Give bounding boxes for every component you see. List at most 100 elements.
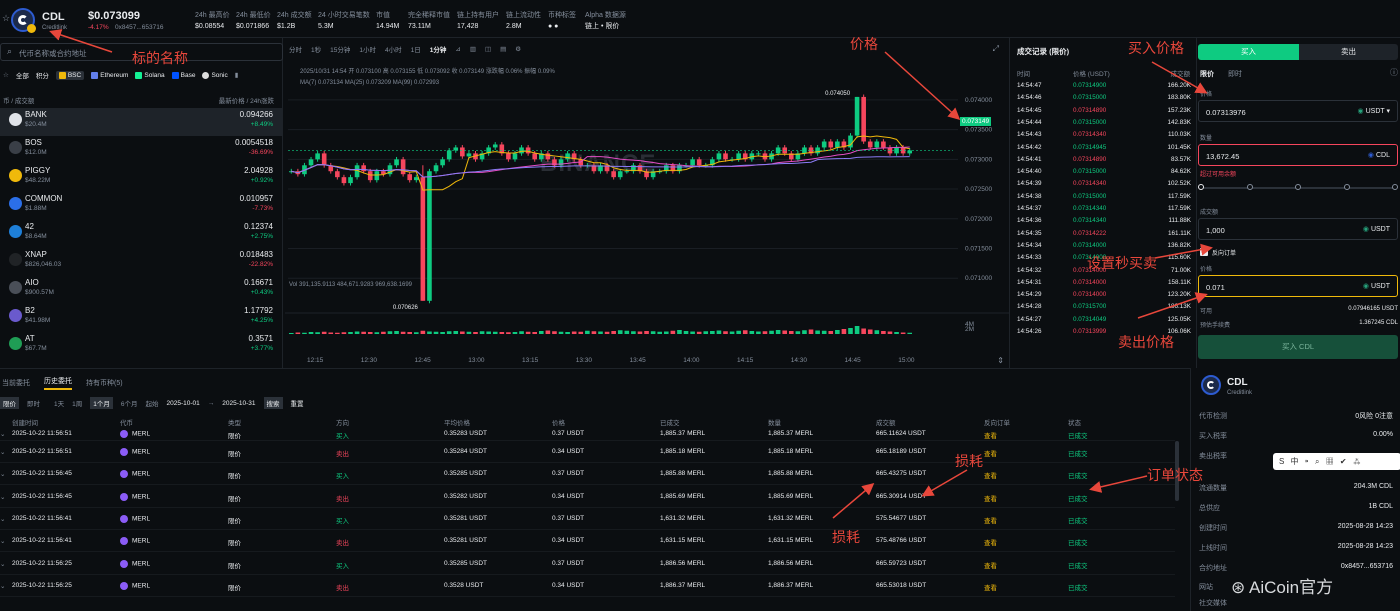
candle-body[interactable] [677,165,682,172]
order-row[interactable]: ⌄ 2025-10-22 11:56:51 MERL 限价 买入 0.35283 USDT… [0,430,1175,441]
tab-holdings[interactable]: 持有币种(5) [86,380,123,387]
candle-body[interactable] [506,153,511,160]
interval-15m[interactable]: 15分钟 [330,47,351,54]
interval-line[interactable]: 分时 [289,47,302,54]
candle-body[interactable] [624,171,630,173]
candle-body[interactable] [512,153,518,160]
chevron-down-icon[interactable]: ⌄ [0,449,6,456]
type-instant-tab[interactable]: 即时 [1228,71,1242,78]
candle-body[interactable] [881,141,886,148]
candle-body[interactable] [413,177,419,181]
candle-body[interactable] [348,177,353,184]
candle-body[interactable] [861,96,866,142]
slider-mark[interactable] [1198,184,1204,190]
order-row[interactable]: ⌄ 2025-10-22 11:56:41 MERL 限价 买入 0.35281 USDT… [0,508,1175,530]
filter-1d[interactable]: 1天 [54,401,65,408]
token-row[interactable]: COMMON $1.88M 0.010957 -7.73% [0,192,283,220]
candle-body[interactable] [756,153,761,155]
candle-body[interactable] [328,165,334,172]
candle-body[interactable] [617,171,623,178]
candle-body[interactable] [367,171,373,181]
price-input[interactable]: 0.07313976 ◉ USDT ▾ [1198,100,1398,122]
filter-1w[interactable]: 1周 [72,401,83,408]
stat-data-source[interactable]: Alpha 数据源 链上 • 限价 [585,12,626,30]
order-reverse[interactable]: 查看 [984,584,997,592]
info-icon[interactable]: ⓘ [1390,68,1398,77]
candle-body[interactable] [696,159,702,166]
token-row[interactable]: 42 $8.64M 0.12374 +2.75% [0,220,283,248]
candle-body[interactable] [670,165,676,172]
candle-body[interactable] [795,153,801,160]
date-from[interactable]: 2025-10-01 [166,399,200,407]
amount-input[interactable]: 13,672.45 ◉ CDL [1198,144,1398,166]
indicator-icon[interactable]: ⊿ [455,46,461,53]
reverse-order-label[interactable]: 反向订单 [1212,251,1237,257]
candle-body[interactable] [552,159,557,166]
chain-tab-all[interactable]: 全部 [15,73,29,80]
candle-body[interactable] [394,159,399,166]
reset-button[interactable]: 重置 [290,401,304,408]
candle-body[interactable] [907,150,913,154]
chevron-down-icon[interactable]: ⌄ [0,515,6,523]
orders-col-header[interactable]: 状态 [1068,420,1081,427]
candle-body[interactable] [611,171,616,178]
chain-tab-solana[interactable]: Solana [135,71,165,79]
order-reverse[interactable]: 查看 [984,517,997,525]
more-chains-icon[interactable]: ▮ [234,72,239,79]
type-limit-tab[interactable]: 限价 [1200,71,1214,78]
candle-body[interactable] [900,147,906,154]
candle-body[interactable] [841,141,847,148]
filter-limit[interactable]: 限价 [0,397,19,409]
orders-col-header[interactable]: 方向 [336,420,349,427]
chevron-down-icon[interactable]: ⌄ [0,582,6,590]
slider-mark[interactable] [1295,184,1301,190]
candle-body[interactable] [663,165,669,172]
candle-body[interactable] [354,165,360,178]
chevron-down-icon[interactable]: ⌄ [0,538,6,546]
sell-tab[interactable]: 卖出 [1299,44,1398,60]
candle-body[interactable] [335,171,340,178]
candle-body[interactable] [341,177,347,184]
token-row[interactable]: BANK $20.4M 0.094266 +8.49% [0,108,283,136]
candle-body[interactable] [427,171,432,301]
candle-type-icon[interactable]: ▥ [469,46,476,53]
candle-body[interactable] [361,165,366,172]
filter-6m[interactable]: 6个月 [120,401,138,408]
search-input[interactable]: 代币名称或合约地址 [19,49,87,58]
candle-body[interactable] [545,153,551,160]
order-row[interactable]: ⌄ 2025-10-22 11:56:45 MERL 限价 买入 0.35285 USDT… [0,463,1175,486]
order-reverse[interactable]: 查看 [984,433,997,440]
chain-tab-base[interactable]: Base [171,71,195,79]
candle-body[interactable] [742,153,748,160]
token-row[interactable]: BOS $12.0M 0.0054518 -36.69% [0,136,283,164]
token-row[interactable]: PIGGY $48.22M 2.04928 +0.92% [0,164,283,192]
date-to[interactable]: 2025-10-31 [222,399,256,407]
candle-body[interactable] [479,153,485,160]
candle-body[interactable] [874,141,880,148]
candle-body[interactable] [637,165,643,172]
candle-body[interactable] [433,165,439,172]
slider-mark[interactable] [1343,184,1350,190]
candle-body[interactable] [460,147,465,157]
reverse-order-checkbox[interactable]: ✓ [1200,248,1208,256]
token-search[interactable]: ⌕ 代币名称或合约地址 [0,43,283,61]
candle-body[interactable] [716,153,722,160]
token-row[interactable]: AIO $900.57M 0.16671 +0.43% [0,276,283,304]
ime-toolbar[interactable]: S 中 ⁍ ⌕ ▦ ✔ ⁂ [1273,453,1400,470]
chevron-down-icon[interactable]: ⌄ [0,493,6,501]
submit-buy-button[interactable]: 买入 CDL [1198,335,1398,359]
slider-mark[interactable] [1246,184,1253,190]
candle-body[interactable] [828,141,834,148]
candle-body[interactable] [381,171,386,175]
chain-tab-bsc[interactable]: BSC [55,70,85,80]
scale-icon[interactable]: ⇕ [997,356,1004,365]
candle-body[interactable] [723,153,728,160]
candle-body[interactable] [821,141,827,148]
orders-scrollbar[interactable] [1175,441,1179,501]
candle-body[interactable] [690,159,695,166]
candle-body[interactable] [420,177,426,301]
contract-address[interactable]: 0x8457...653716 [115,24,164,31]
candle-body[interactable] [374,171,380,181]
candle-body[interactable] [315,153,320,160]
candle-body[interactable] [440,159,445,166]
